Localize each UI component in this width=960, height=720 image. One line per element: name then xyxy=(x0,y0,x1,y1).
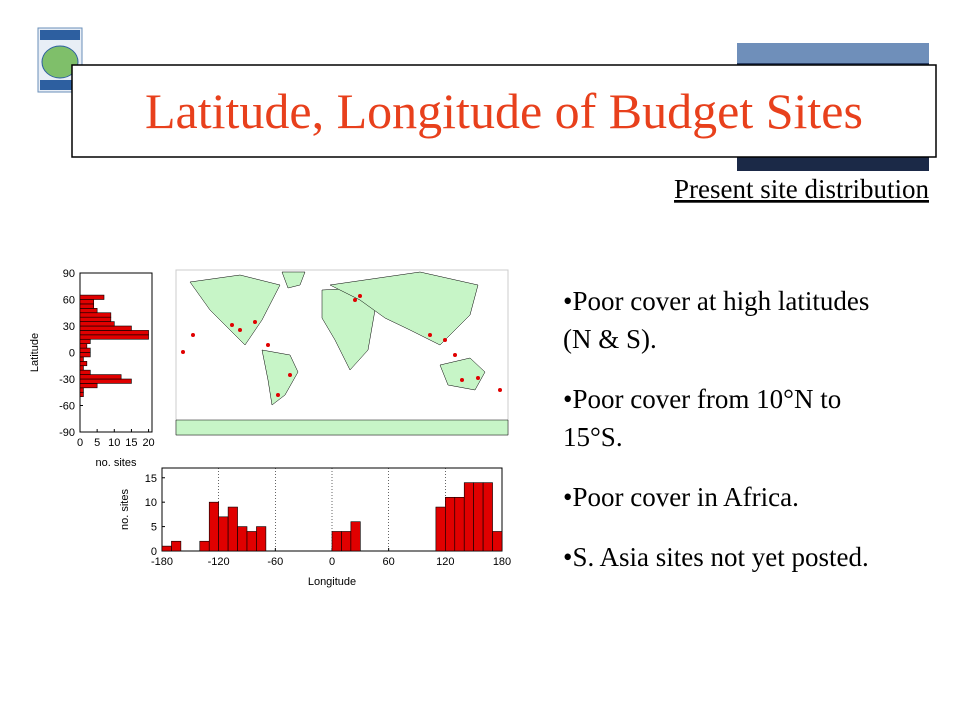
bar xyxy=(445,496,456,552)
y-tick-label: 5 xyxy=(151,522,157,534)
x-tick-label: 180 xyxy=(493,556,511,568)
bar xyxy=(79,338,91,344)
bar xyxy=(237,526,248,552)
bullet: •S. Asia sites not yet posted. xyxy=(563,542,869,572)
bar xyxy=(454,496,465,552)
bullet-list: •Poor cover at high latitudes (N & S). •Po… xyxy=(563,286,869,572)
y-tick-label: 10 xyxy=(145,497,157,509)
x-tick-label: 10 xyxy=(108,437,120,449)
bar xyxy=(79,387,84,393)
slide-title: Latitude, Longitude of Budget Sites xyxy=(145,83,863,139)
bar xyxy=(492,531,503,552)
bar xyxy=(79,369,91,375)
x-tick-label: 15 xyxy=(125,437,137,449)
y-tick-label: 30 xyxy=(63,321,75,333)
y-tick-label: 90 xyxy=(63,268,75,280)
world-map xyxy=(175,269,509,436)
x-tick-label: 0 xyxy=(329,556,335,568)
y-tick-label: -90 xyxy=(59,427,75,439)
bar xyxy=(341,531,352,552)
bar xyxy=(79,325,132,331)
bar xyxy=(79,361,88,367)
bar xyxy=(473,482,484,552)
bar xyxy=(199,540,210,552)
x-tick-label: -120 xyxy=(208,556,230,568)
bar xyxy=(79,316,112,322)
bar xyxy=(161,545,172,552)
bar xyxy=(79,303,95,309)
bar xyxy=(79,334,149,340)
bar xyxy=(79,343,88,349)
bar xyxy=(79,352,91,358)
x-axis-label: no. sites xyxy=(96,457,137,469)
y-axis-label: Latitude xyxy=(29,333,41,372)
bar xyxy=(463,482,474,552)
bar xyxy=(435,506,446,552)
bar xyxy=(218,516,229,552)
bar xyxy=(331,531,342,552)
bar xyxy=(350,521,361,552)
bar xyxy=(256,526,267,552)
bar xyxy=(171,540,182,552)
x-axis-label: Longitude xyxy=(308,576,356,588)
bullet: •Poor cover from 10°N to 15°S. xyxy=(563,384,841,452)
x-tick-label: -180 xyxy=(151,556,173,568)
y-axis-label: no. sites xyxy=(119,489,131,530)
title-box xyxy=(71,64,937,158)
x-tick-label: 0 xyxy=(77,437,83,449)
x-tick-label: 120 xyxy=(436,556,454,568)
bar xyxy=(79,356,84,362)
bar xyxy=(79,299,95,305)
y-tick-label: 60 xyxy=(63,295,75,307)
logo xyxy=(37,27,83,93)
x-tick-label: -60 xyxy=(267,556,283,568)
x-tick-label: 20 xyxy=(142,437,154,449)
bullet: •Poor cover at high latitudes (N & S). xyxy=(563,286,869,354)
bar xyxy=(79,347,91,353)
bar xyxy=(79,294,105,300)
subtitle: Present site distribution xyxy=(674,174,929,204)
bar xyxy=(79,365,84,371)
bar xyxy=(246,531,257,552)
y-tick-label: 0 xyxy=(69,348,75,360)
bar xyxy=(79,330,149,336)
bar xyxy=(79,383,98,389)
bar xyxy=(79,308,98,314)
y-tick-label: -30 xyxy=(59,374,75,386)
bar xyxy=(482,482,493,552)
bar xyxy=(208,501,219,552)
bar xyxy=(79,374,122,380)
bar xyxy=(79,391,84,397)
bullet: •Poor cover in Africa. xyxy=(563,482,799,512)
x-tick-label: 60 xyxy=(383,556,395,568)
y-tick-label: 15 xyxy=(145,473,157,485)
y-tick-label: -60 xyxy=(59,401,75,413)
bar xyxy=(227,506,238,552)
bar xyxy=(79,312,112,318)
bar xyxy=(79,321,115,327)
x-tick-label: 5 xyxy=(94,437,100,449)
y-tick-label: 0 xyxy=(151,546,157,558)
bar xyxy=(79,378,132,384)
